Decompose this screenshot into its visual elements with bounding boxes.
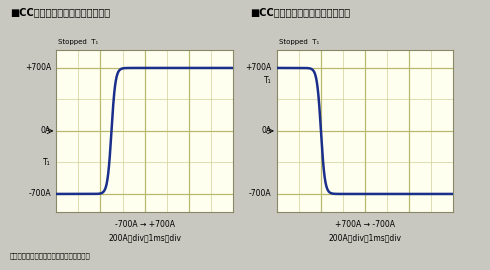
Text: -700A → +700A
200A／div　1ms／div: -700A → +700A 200A／div 1ms／div [108, 220, 181, 242]
Text: 0A: 0A [262, 126, 271, 136]
Text: +700A: +700A [245, 63, 271, 72]
Text: -700A: -700A [249, 190, 271, 198]
Text: -700A: -700A [28, 190, 51, 198]
Text: ■CCモード放電から充電へ切替時: ■CCモード放電から充電へ切替時 [250, 7, 350, 17]
Text: Stopped  T₁: Stopped T₁ [279, 39, 319, 45]
Text: ■CCモード充電から放電へ切替時: ■CCモード充電から放電へ切替時 [10, 7, 110, 17]
Text: +700A → -700A
200A／div　1ms／div: +700A → -700A 200A／div 1ms／div [329, 220, 401, 242]
Text: T₁: T₁ [264, 76, 271, 85]
Text: 0A: 0A [41, 126, 51, 136]
Text: 注：上記波形は、モジュールの場合です。: 注：上記波形は、モジュールの場合です。 [10, 253, 91, 259]
Text: Stopped  T₁: Stopped T₁ [58, 39, 98, 45]
Text: T₁: T₁ [44, 158, 51, 167]
Text: +700A: +700A [25, 63, 51, 72]
